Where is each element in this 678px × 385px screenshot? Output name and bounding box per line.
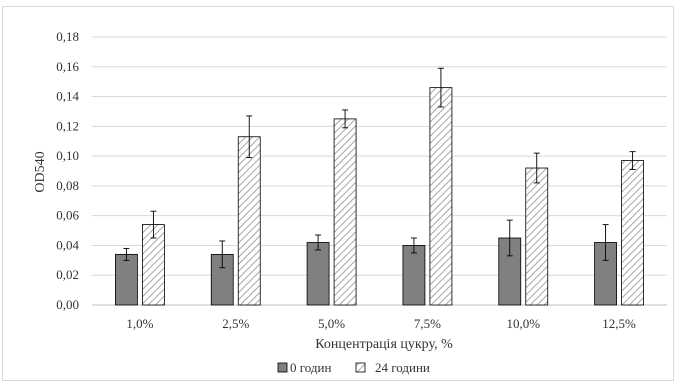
legend-swatch-1	[355, 362, 366, 373]
error-bar-1-0	[150, 210, 157, 239]
bar-1-5	[621, 160, 644, 306]
x-tick-label: 7,5%	[414, 316, 441, 331]
y-tick-label: 0,18	[56, 29, 79, 44]
bar-0-0	[115, 253, 138, 306]
error-bar-0-4	[506, 219, 513, 257]
error-bar-0-3	[410, 237, 417, 254]
legend-swatch-0	[277, 362, 288, 373]
y-tick-labels: 0,00 0,02 0,04 0,06 0,08 0,10 0,12 0,14 0,16 0,18	[56, 29, 79, 312]
bar-1-4	[525, 167, 549, 306]
y-tick-label: 0,12	[56, 118, 79, 133]
bar-1-2	[333, 118, 357, 306]
error-bar-0-1	[219, 240, 226, 269]
x-tick-label: 2,5%	[222, 316, 249, 331]
y-tick-label: 0,02	[56, 267, 79, 282]
bar-0-3	[402, 245, 426, 306]
y-tick-label: 0,06	[56, 208, 79, 223]
y-tick-label: 0,00	[56, 297, 79, 312]
bar-1-3	[429, 87, 453, 306]
legend: 0 годин 24 години	[277, 360, 430, 375]
chart-frame	[2, 6, 674, 381]
error-bar-0-0	[123, 247, 130, 261]
error-bar-0-2	[315, 234, 322, 251]
error-bar-0-5	[602, 224, 609, 261]
error-bar-1-4	[533, 152, 540, 184]
x-tick-label: 1,0%	[126, 316, 153, 331]
x-axis-label: Концентрація цукру, %	[315, 337, 453, 352]
y-tick-label: 0,16	[56, 59, 79, 74]
x-tick-labels: 1,0% 2,5% 5,0% 7,5% 10,0% 12,5%	[126, 316, 636, 331]
legend-label-0: 0 годин	[290, 360, 331, 375]
x-tick-label: 5,0%	[318, 316, 345, 331]
y-tick-label: 0,10	[56, 148, 79, 163]
x-tick-label: 10,0%	[506, 316, 540, 331]
y-tick-label: 0,04	[56, 237, 79, 252]
error-bar-1-2	[342, 109, 349, 129]
gridlines	[92, 36, 667, 306]
bar-1-1	[237, 136, 261, 306]
error-bar-1-3	[437, 67, 444, 108]
bar-0-2	[306, 242, 330, 306]
y-tick-label: 0,14	[56, 89, 79, 104]
error-bar-1-1	[246, 115, 253, 159]
bars	[115, 87, 644, 306]
error-bars	[123, 67, 636, 269]
y-tick-label: 0,08	[56, 178, 79, 193]
x-tick-label: 12,5%	[602, 316, 636, 331]
y-axis-label: OD540	[33, 151, 48, 192]
legend-label-1: 24 години	[375, 360, 430, 375]
error-bar-1-5	[629, 151, 636, 170]
